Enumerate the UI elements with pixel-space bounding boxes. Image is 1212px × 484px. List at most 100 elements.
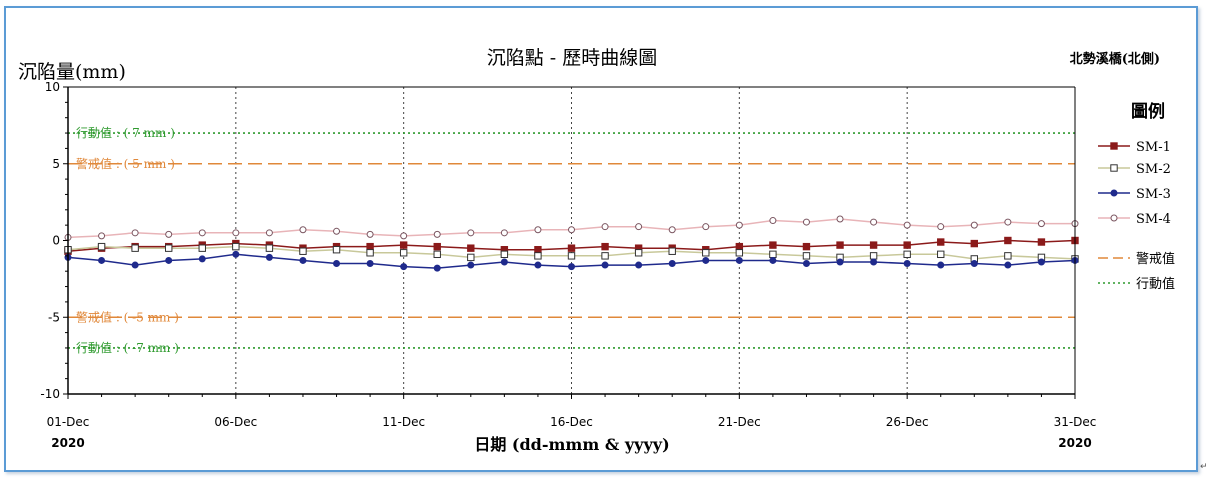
data-point bbox=[635, 261, 643, 269]
legend-item: SM-2 bbox=[1098, 162, 1171, 177]
data-point bbox=[165, 256, 173, 264]
data-point bbox=[970, 239, 978, 248]
data-point bbox=[332, 246, 341, 254]
data-point bbox=[433, 264, 441, 272]
y-tick-label: 10 bbox=[45, 80, 60, 94]
data-point bbox=[198, 244, 206, 252]
data-point bbox=[702, 249, 710, 257]
x-tick-label: 06-Dec bbox=[214, 415, 257, 429]
data-point bbox=[265, 253, 273, 261]
data-point bbox=[668, 247, 676, 255]
data-point bbox=[702, 223, 710, 231]
y-tick-label: -5 bbox=[48, 310, 60, 324]
data-point bbox=[165, 230, 173, 238]
series-sm-1 bbox=[64, 236, 1079, 255]
legend-label: SM-4 bbox=[1136, 212, 1171, 227]
data-point bbox=[870, 258, 878, 266]
data-point bbox=[366, 260, 374, 268]
data-point bbox=[366, 249, 374, 257]
data-point bbox=[735, 256, 743, 264]
series-sm-4 bbox=[64, 215, 1079, 241]
data-point bbox=[601, 261, 609, 269]
data-point bbox=[1037, 238, 1046, 246]
year-label-left: 2020 bbox=[51, 436, 84, 450]
data-point bbox=[601, 242, 609, 251]
data-point bbox=[1110, 164, 1118, 172]
data-point bbox=[534, 252, 542, 260]
data-point bbox=[635, 223, 643, 231]
series-sm-2 bbox=[64, 242, 1079, 263]
data-point bbox=[668, 226, 676, 234]
data-point bbox=[165, 244, 173, 252]
data-point bbox=[870, 218, 878, 226]
x-tick-label: 16-Dec bbox=[550, 415, 593, 429]
data-point bbox=[198, 255, 206, 263]
legend-label: SM-1 bbox=[1136, 140, 1171, 155]
data-point bbox=[232, 242, 240, 251]
legend-item: SM-4 bbox=[1098, 212, 1171, 227]
data-point bbox=[366, 230, 374, 238]
reference-label: 警戒值 : ( -5 mm ) bbox=[76, 309, 179, 324]
legend-title: 圖例 bbox=[1131, 101, 1165, 122]
data-point bbox=[534, 246, 542, 254]
site-label: 北勢溪橋(北側) bbox=[1070, 51, 1160, 67]
data-point bbox=[568, 263, 575, 271]
chart-title: 沉陷點 - 歷時曲線圖 bbox=[487, 47, 658, 69]
data-point bbox=[333, 260, 341, 268]
data-point bbox=[98, 232, 106, 240]
data-point bbox=[400, 232, 408, 240]
data-point bbox=[399, 241, 408, 249]
data-point bbox=[735, 249, 744, 257]
data-point bbox=[735, 221, 743, 229]
data-point bbox=[98, 256, 106, 264]
axes: 10 5 0 -5 -10 01-Dec 06-Dec 11-Dec 16-Dec 21-Dec 2… bbox=[40, 80, 1096, 429]
x-axis-label: 日期 (dd-mmm & yyyy) bbox=[474, 435, 669, 454]
data-point bbox=[568, 226, 575, 234]
data-point bbox=[1004, 218, 1012, 226]
data-point bbox=[1037, 220, 1045, 228]
series-sm-3 bbox=[64, 250, 1079, 272]
data-point bbox=[500, 258, 508, 266]
year-label-right: 2020 bbox=[1058, 436, 1091, 450]
grid-layer bbox=[235, 87, 908, 394]
data-point bbox=[467, 261, 475, 269]
x-tick-label: 26-Dec bbox=[886, 415, 929, 429]
y-tick-label: 5 bbox=[52, 157, 60, 171]
data-point bbox=[1110, 142, 1118, 150]
data-point bbox=[198, 229, 206, 237]
data-point bbox=[802, 260, 810, 268]
data-point bbox=[836, 215, 844, 223]
data-point bbox=[668, 260, 676, 268]
data-point bbox=[299, 256, 307, 264]
data-point bbox=[869, 252, 878, 260]
data-point bbox=[802, 242, 811, 251]
data-point bbox=[399, 249, 408, 257]
x-tick-label: 31-Dec bbox=[1054, 415, 1097, 429]
data-point bbox=[601, 252, 609, 260]
data-point bbox=[601, 223, 609, 231]
data-point bbox=[970, 221, 978, 229]
data-point bbox=[769, 217, 777, 225]
data-point bbox=[131, 244, 139, 252]
x-tick-label: 01-Dec bbox=[47, 415, 90, 429]
data-point bbox=[467, 229, 475, 237]
data-point bbox=[433, 242, 441, 251]
data-point bbox=[769, 241, 777, 249]
data-point bbox=[366, 242, 374, 251]
legend-label: SM-3 bbox=[1136, 187, 1171, 202]
data-point bbox=[265, 229, 273, 237]
reference-lines: 行動值 : ( 7 mm ) 警戒值 : ( 5 mm ) 警戒值 : ( -5 m… bbox=[68, 125, 1075, 355]
data-point bbox=[769, 250, 777, 259]
data-point bbox=[333, 227, 341, 235]
data-point bbox=[903, 250, 911, 259]
data-point bbox=[802, 252, 811, 260]
data-point bbox=[299, 226, 307, 234]
data-point bbox=[836, 258, 844, 266]
data-point bbox=[433, 230, 441, 238]
data-point bbox=[567, 244, 576, 252]
x-tick-label: 11-Dec bbox=[382, 415, 425, 429]
x-tick-label: 21-Dec bbox=[718, 415, 761, 429]
data-point bbox=[500, 250, 509, 259]
data-point bbox=[836, 241, 844, 249]
